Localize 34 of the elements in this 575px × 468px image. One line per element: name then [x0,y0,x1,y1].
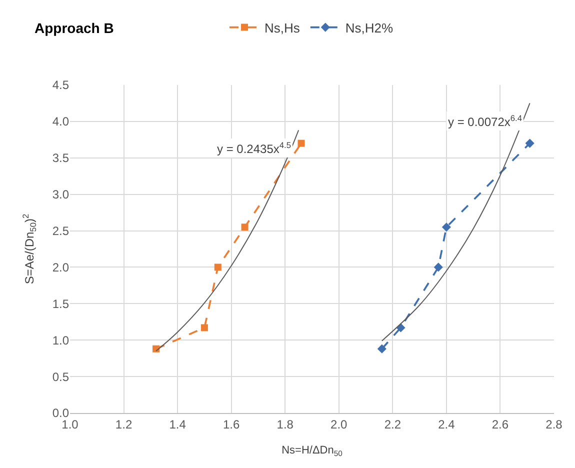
x-tick-label: 1.6 [222,417,240,432]
point [200,324,208,332]
point [442,222,451,232]
y-tick-label: 1.0 [52,333,70,348]
chart-title: Approach B [34,20,114,36]
point [298,140,305,147]
legend-label: Ns,H2% [345,20,394,36]
annotation: y = 0.2435x$^{4.5}$ [217,140,292,156]
x-tick-label: 2.2 [384,417,402,432]
point [152,345,160,352]
point [525,138,534,148]
x-tick-label: 2.4 [438,417,456,432]
y-tick-label: 0.5 [52,370,70,384]
x-tick-label: 2.0 [330,417,348,432]
x-tick-label: 1.2 [115,417,132,432]
y-tick-label: 4.5 [52,78,70,92]
y-tick-label: 2.5 [52,224,70,238]
y-tick-label: 1.5 [52,296,70,311]
x-axis-title: Ns=H/ΔDn$_{50}$ [282,444,342,458]
x-tick-label: 1.8 [276,417,294,432]
point [241,224,248,231]
x-tick-label: 1.4 [169,417,186,432]
point [214,264,222,271]
x-tick-label: 2.8 [546,417,563,432]
annotation: y = 0.0072x$^{6.4}$ [448,113,522,130]
line-series [381,102,530,342]
y-tick-label: 4.0 [52,114,70,129]
y-tick-label: 3.0 [52,188,70,202]
legend-label: Ns,Hs [264,20,300,36]
point [377,344,386,354]
point [434,262,443,272]
x-tick-label: 2.6 [492,417,509,432]
y-tick-label: 3.5 [52,151,70,166]
y-tick-label: 2.0 [52,260,70,274]
